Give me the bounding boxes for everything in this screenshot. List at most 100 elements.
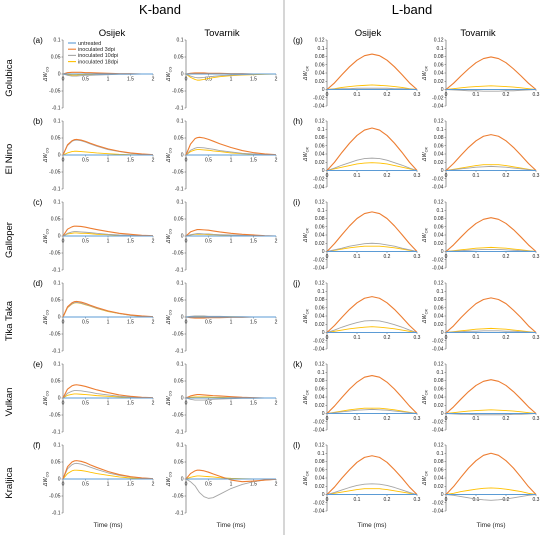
series-line-inoculated-10dpi [326, 87, 418, 90]
x-origin-label: 0 [445, 497, 448, 503]
x-tick-label: 0.2 [503, 416, 510, 422]
x-origin-label: 0 [185, 158, 188, 164]
x-origin-label: 0 [185, 239, 188, 245]
y-tick-label: 0 [181, 315, 184, 321]
y-tick-label: -0.02 [313, 257, 325, 263]
x-tick-label: 0.1 [354, 173, 361, 179]
y-tick-label: 0.02 [434, 484, 444, 490]
x-tick-label: 0.1 [354, 497, 361, 503]
y-tick-label: 0 [58, 72, 61, 78]
series-line-inoculated-10dpi [445, 165, 537, 171]
x-tick-label: 1.5 [127, 320, 134, 326]
y-tick-label: 0.06 [434, 467, 444, 473]
x-tick-label: 0.1 [354, 92, 361, 98]
y-tick-label: -0.02 [432, 95, 444, 101]
y-tick-label: 0.12 [434, 38, 444, 44]
x-axis-label-l-osijek: Time (ms) [357, 522, 386, 529]
x-tick-label: 0.2 [503, 173, 510, 179]
series-line-inoculated-10dpi [185, 147, 277, 156]
series-line-inoculated-10dpi [445, 89, 537, 92]
y-tick-label: 0.12 [434, 119, 444, 125]
y-tick-label: 0 [322, 87, 325, 93]
x-tick-label: 1 [230, 482, 233, 488]
y-tick-label: 0 [58, 396, 61, 402]
y-tick-label: 0.05 [51, 379, 61, 385]
y-tick-label: 0.12 [315, 200, 325, 206]
y-tick-label: -0.1 [175, 430, 184, 436]
y-tick-label: 0.04 [315, 71, 325, 77]
y-tick-label: 0.05 [51, 298, 61, 304]
x-tick-label: 0.1 [473, 173, 480, 179]
y-tick-label: 0.06 [315, 305, 325, 311]
y-tick-label: 0.12 [434, 281, 444, 287]
series-line-inoculated-3dpi [326, 296, 418, 333]
y-tick-label: 0.05 [174, 460, 184, 466]
y-tick-label: 0.05 [174, 217, 184, 223]
x-origin-label: 0 [185, 320, 188, 326]
x-origin-label: 0 [445, 416, 448, 422]
y-axis-label: ΔWOK [303, 227, 310, 243]
x-tick-label: 2 [152, 482, 155, 488]
y-axis-label: ΔWCG [166, 391, 173, 407]
x-tick-label: 0.1 [473, 497, 480, 503]
series-line-inoculated-10dpi [445, 330, 537, 333]
x-tick-label: 1 [107, 158, 110, 164]
y-tick-label: -0.05 [172, 170, 184, 176]
x-origin-label: 0 [62, 77, 65, 83]
y-tick-label: 0.02 [434, 322, 444, 328]
x-tick-label: 1 [230, 239, 233, 245]
x-origin-label: 0 [326, 92, 329, 98]
panel-letter: (h) [293, 117, 303, 126]
x-origin-label: 0 [62, 158, 65, 164]
y-tick-label: -0.1 [52, 349, 61, 355]
panel-letter: (a) [33, 36, 43, 45]
y-tick-label: 0.08 [434, 135, 444, 141]
y-tick-label: -0.04 [432, 347, 444, 353]
y-tick-label: 0.06 [434, 305, 444, 311]
series-line-inoculated-10dpi [326, 320, 418, 333]
x-tick-label: 0.1 [473, 416, 480, 422]
x-tick-label: 1.5 [250, 320, 257, 326]
y-tick-label: 0.04 [434, 476, 444, 482]
x-tick-label: 2 [152, 401, 155, 407]
series-line-inoculated-3dpi [185, 136, 277, 156]
y-axis-label: ΔWCG [166, 148, 173, 164]
series-line-inoculated-18dpi [445, 85, 537, 90]
y-tick-label: 0.02 [315, 241, 325, 247]
series-line-inoculated-18dpi [445, 409, 537, 414]
x-tick-label: 0.1 [473, 335, 480, 341]
series-line-inoculated-10dpi [445, 413, 537, 416]
y-tick-label: 0 [322, 411, 325, 417]
x-tick-label: 0.3 [533, 335, 540, 341]
x-tick-label: 1 [230, 401, 233, 407]
y-axis-label: ΔWCG [166, 310, 173, 326]
x-tick-label: 0.5 [82, 239, 89, 245]
series-line-inoculated-3dpi [445, 217, 537, 252]
x-origin-label: 0 [326, 335, 329, 341]
y-tick-label: -0.1 [175, 511, 184, 517]
y-tick-label: 0.08 [434, 216, 444, 222]
y-tick-label: 0.1 [177, 362, 184, 368]
y-tick-label: 0.05 [174, 136, 184, 142]
y-axis-label: ΔWOK [303, 389, 310, 405]
y-tick-label: 0.1 [318, 370, 325, 376]
y-tick-label: 0.1 [177, 38, 184, 44]
y-tick-label: 0 [441, 168, 444, 174]
panel-letter: (b) [33, 117, 43, 126]
y-tick-label: 0.08 [434, 297, 444, 303]
series-line-inoculated-3dpi [62, 384, 154, 399]
x-origin-label: 0 [185, 482, 188, 488]
x-tick-label: 0.3 [533, 173, 540, 179]
x-tick-label: 0.3 [533, 416, 540, 422]
y-tick-label: -0.04 [432, 266, 444, 272]
y-tick-label: 0.1 [54, 200, 61, 206]
y-tick-label: 0.06 [434, 224, 444, 230]
x-tick-label: 0.5 [82, 401, 89, 407]
panel-letter: (d) [33, 279, 43, 288]
x-tick-label: 2 [152, 77, 155, 83]
series-line-inoculated-18dpi [326, 84, 418, 90]
x-tick-label: 0.5 [82, 158, 89, 164]
x-tick-label: 0.2 [503, 254, 510, 260]
